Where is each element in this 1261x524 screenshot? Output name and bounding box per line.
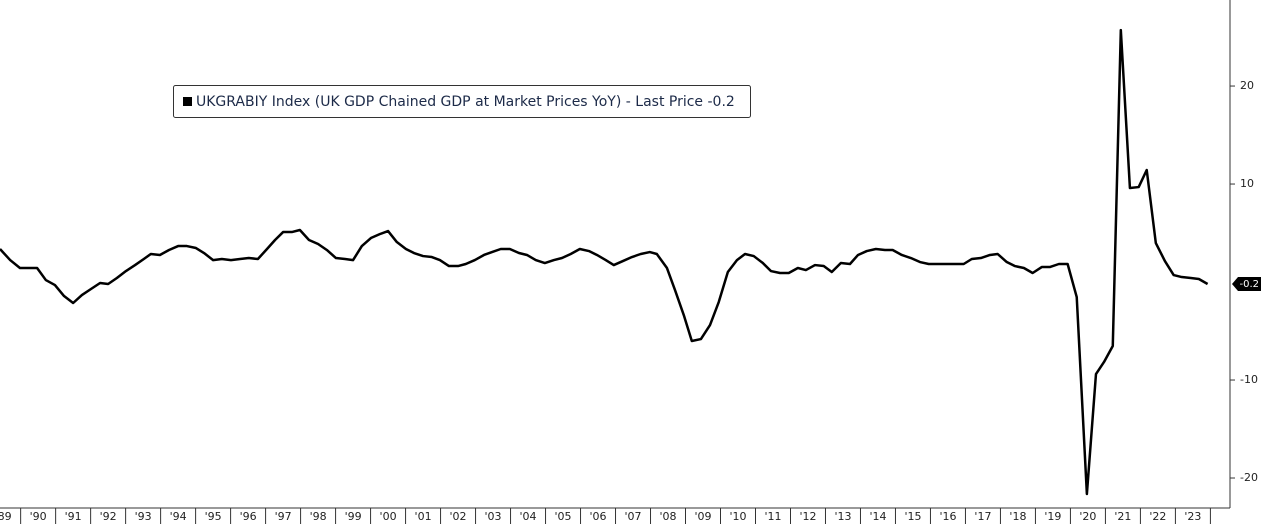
x-tick-label: '12 [799, 510, 816, 523]
x-tick-label: '93 [135, 510, 152, 523]
x-tick-label: '94 [170, 510, 187, 523]
x-tick-label: '20 [1079, 510, 1096, 523]
y-tick-label: -10 [1240, 373, 1258, 386]
x-tick-label: '07 [625, 510, 642, 523]
x-tick-label: '90 [30, 510, 47, 523]
x-tick-label: '19 [1044, 510, 1061, 523]
x-tick-label: '23 [1184, 510, 1201, 523]
last-price-box [1232, 276, 1261, 291]
x-tick-label: '17 [974, 510, 991, 523]
x-tick-label: '92 [100, 510, 117, 523]
x-tick-label: '14 [869, 510, 886, 523]
last-price-label: -0.2 [1239, 279, 1259, 290]
x-tick-label: '89 [0, 510, 12, 523]
x-tick-label: '08 [659, 510, 676, 523]
x-tick-label: '04 [520, 510, 537, 523]
x-tick-label: '03 [485, 510, 502, 523]
series-line [0, 28, 1209, 496]
x-tick-label: '21 [1114, 510, 1131, 523]
x-tick-label: '09 [694, 510, 711, 523]
x-tick-label: '06 [590, 510, 607, 523]
legend-swatch [183, 97, 192, 106]
x-tick-label: '99 [345, 510, 362, 523]
legend-label: UKGRABIY Index (UK GDP Chained GDP at Ma… [196, 94, 735, 110]
x-tick-label: '96 [240, 510, 257, 523]
x-tick-label: '22 [1149, 510, 1166, 523]
x-tick-label: '05 [555, 510, 572, 523]
x-tick-label: '91 [65, 510, 82, 523]
legend-box [173, 85, 751, 118]
x-tick-label: '01 [415, 510, 432, 523]
x-tick-label: '00 [380, 510, 397, 523]
x-tick-label: '10 [729, 510, 746, 523]
x-tick-label: '18 [1009, 510, 1026, 523]
x-tick-label: '95 [205, 510, 222, 523]
x-tick-label: '11 [764, 510, 781, 523]
x-tick-label: '16 [939, 510, 956, 523]
x-tick-label: '98 [310, 510, 327, 523]
x-tick-label: '13 [834, 510, 851, 523]
y-tick-label: 20 [1240, 79, 1254, 92]
x-tick-label: '02 [450, 510, 467, 523]
y-tick-label: -20 [1240, 471, 1258, 484]
x-tick-label: '15 [904, 510, 921, 523]
y-tick-label: 10 [1240, 177, 1254, 190]
x-tick-label: '97 [275, 510, 292, 523]
